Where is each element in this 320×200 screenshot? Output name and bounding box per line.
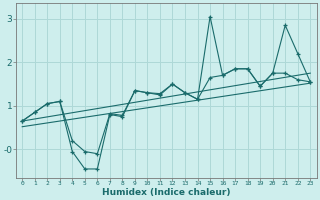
X-axis label: Humidex (Indice chaleur): Humidex (Indice chaleur)	[102, 188, 230, 197]
